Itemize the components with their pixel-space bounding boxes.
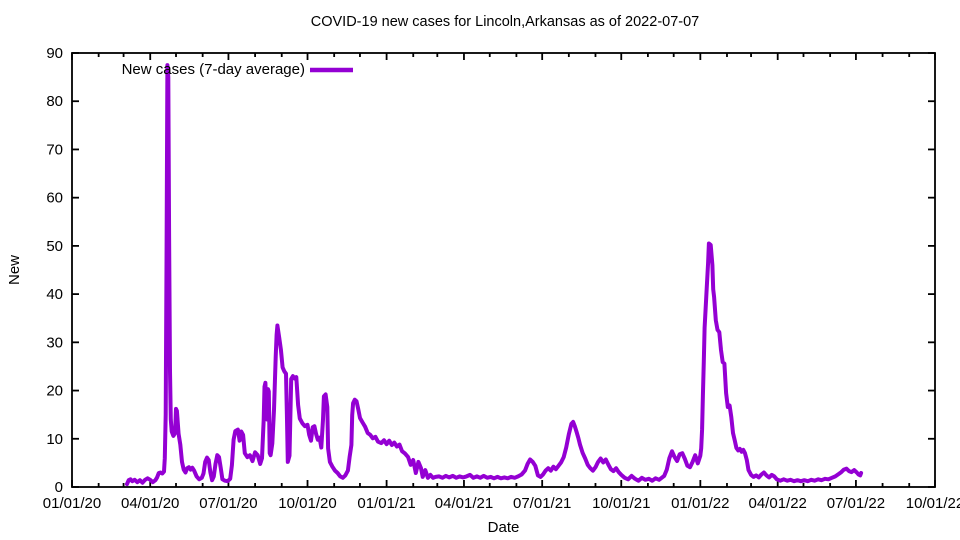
plot-border (71, 52, 936, 488)
y-tick-label: 30 (46, 334, 63, 351)
x-tick-label: 04/01/20 (121, 495, 179, 512)
x-tick-label: 01/01/21 (357, 495, 415, 512)
y-tick-label: 50 (46, 238, 63, 255)
axis-ticks (71, 52, 936, 488)
y-tick-label: 20 (46, 383, 63, 400)
x-axis-label: Date (487, 519, 520, 536)
series-line (125, 63, 864, 487)
y-tick-label: 70 (46, 141, 63, 158)
x-tick-label: 10/01/20 (278, 495, 336, 512)
x-tick-label: 01/01/20 (43, 495, 101, 512)
x-tick-label: 07/01/20 (199, 495, 257, 512)
y-tick-label: 10 (46, 431, 63, 448)
x-tick-label: 10/01/21 (592, 495, 650, 512)
y-tick-label: 80 (46, 93, 63, 110)
y-axis-label: New (6, 255, 23, 286)
x-tick-label: 01/01/22 (671, 495, 729, 512)
x-tick-label: 07/01/21 (513, 495, 571, 512)
tick-labels: 01/01/20 04/01/20 07/01/20 10/01/20 01/01/21… (43, 45, 960, 512)
x-tick-label: 04/01/21 (435, 495, 493, 512)
x-tick-label: 07/01/22 (827, 495, 885, 512)
y-tick-label: 90 (46, 45, 63, 62)
legend-label: New cases (7-day average) (121, 61, 305, 78)
y-tick-label: 60 (46, 190, 63, 207)
y-tick-label: 0 (55, 479, 63, 496)
y-tick-label: 40 (46, 286, 63, 303)
x-tick-label: 04/01/22 (749, 495, 807, 512)
chart-title: COVID-19 new cases for Lincoln,Arkansas … (310, 14, 700, 30)
x-tick-label: 10/01/22 (906, 495, 960, 512)
